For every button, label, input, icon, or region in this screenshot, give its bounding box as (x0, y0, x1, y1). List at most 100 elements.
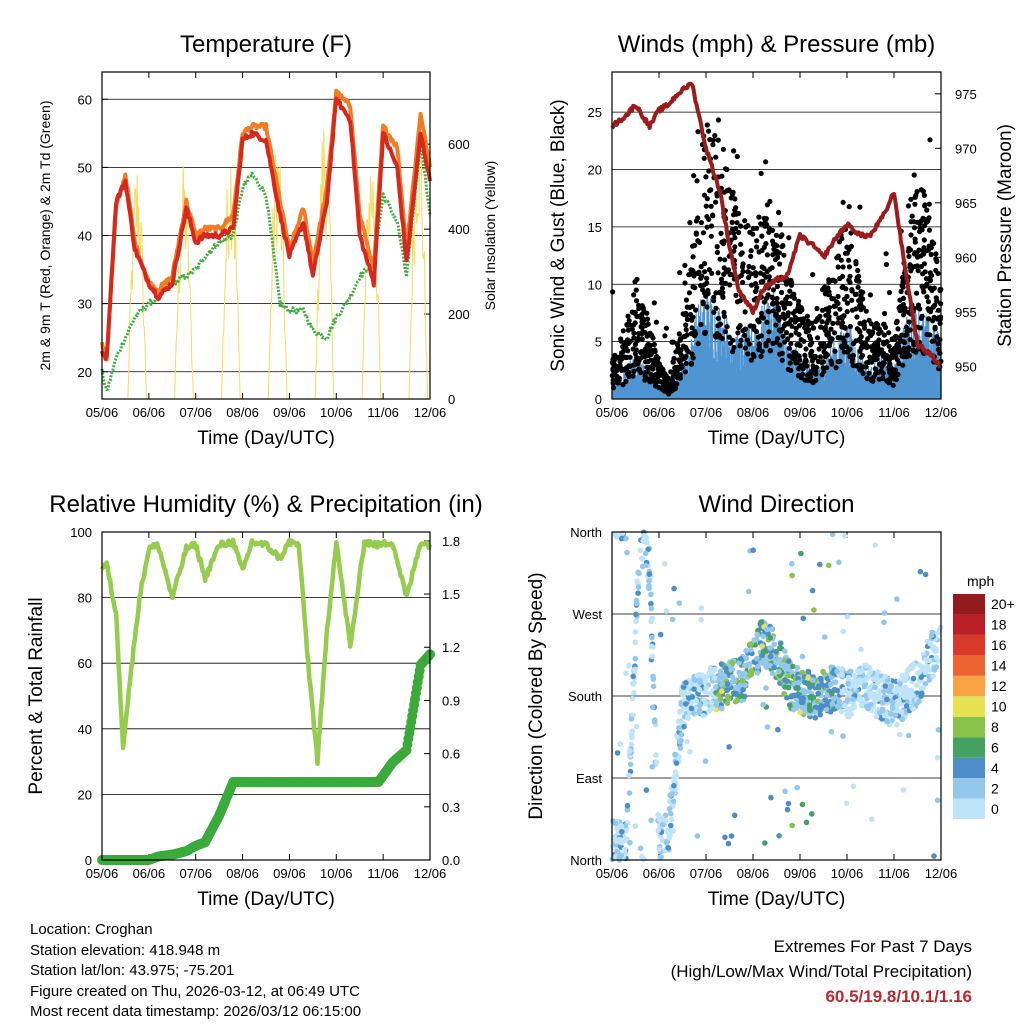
gust-point (698, 264, 704, 270)
direction-point (764, 663, 771, 669)
direction-point (789, 822, 795, 829)
gust-point (632, 279, 638, 285)
direction-point (822, 697, 828, 703)
gust-point (752, 270, 759, 276)
colorbar-swatch (953, 594, 985, 615)
direction-point (697, 702, 703, 708)
direction-point (836, 559, 842, 566)
gust-point (680, 343, 687, 349)
gust-point (886, 380, 892, 386)
gust-point (748, 248, 754, 254)
gust-point (897, 349, 903, 355)
direction-point (716, 673, 722, 680)
gust-point (631, 292, 637, 298)
gust-point (766, 274, 772, 280)
gust-point (677, 337, 683, 343)
direction-point (815, 690, 822, 697)
gust-point (926, 201, 932, 207)
gust-point (673, 381, 679, 387)
direction-point (806, 702, 813, 708)
direction-point (648, 591, 654, 598)
direction-point (614, 848, 621, 855)
gust-point (763, 343, 769, 349)
direction-point (617, 741, 623, 747)
direction-point (740, 686, 746, 693)
direction-point (648, 618, 654, 625)
gust-point (708, 203, 714, 209)
direction-point (708, 700, 714, 706)
gust-point (631, 368, 637, 374)
direction-point (767, 653, 774, 660)
direction-point (687, 749, 693, 755)
panel-1-y2tick-label: 950 (955, 359, 977, 374)
direction-point (872, 542, 879, 548)
gust-point (849, 356, 856, 362)
panel-3-xtick-label: 08/06 (737, 866, 770, 881)
gust-point (642, 353, 649, 359)
direction-point (829, 531, 836, 538)
direction-point (619, 828, 625, 835)
gust-point (803, 346, 809, 352)
direction-point (764, 724, 771, 730)
gust-point (819, 359, 825, 365)
gust-point (621, 354, 627, 360)
gust-point (758, 170, 764, 176)
gust-point (802, 352, 808, 358)
gust-point (869, 359, 875, 365)
direction-point (879, 700, 886, 706)
gust-point (809, 358, 815, 364)
direction-point (850, 696, 856, 703)
direction-point (760, 701, 766, 708)
gust-point (924, 207, 930, 213)
panel-1-ytick-label: 25 (588, 105, 602, 120)
direction-point (678, 731, 685, 738)
direction-point (767, 634, 773, 641)
info-location: Location: Croghan (30, 921, 153, 938)
direction-point (836, 698, 843, 705)
direction-point (844, 707, 850, 714)
panel-3-ytick-label: North (570, 853, 602, 868)
direction-point (844, 712, 851, 718)
direction-point (747, 641, 753, 648)
direction-point (676, 739, 683, 745)
series-wind-direction (609, 529, 944, 863)
gust-point (724, 324, 730, 330)
colorbar-swatch (953, 634, 985, 656)
gust-point (726, 334, 732, 340)
gust-point (767, 198, 773, 204)
direction-point (738, 656, 744, 662)
gust-point (844, 332, 850, 338)
direction-point (660, 822, 666, 828)
gust-point (758, 353, 764, 359)
gust-point (746, 274, 752, 281)
direction-point (797, 709, 803, 715)
direction-point (676, 725, 682, 731)
panel-2-xtick-label: 06/06 (133, 866, 166, 881)
direction-point (813, 704, 820, 711)
gust-point (846, 246, 852, 253)
gust-point (646, 346, 652, 352)
direction-point (931, 853, 937, 859)
gust-point (802, 325, 808, 331)
panel-3-xlabel: Time (Day/UTC) (708, 889, 846, 910)
gust-point (708, 187, 714, 193)
gust-point (781, 323, 787, 329)
colorbar-label: 2 (991, 780, 999, 796)
gust-point (930, 318, 936, 324)
direction-point (793, 701, 799, 707)
gust-point (774, 248, 780, 254)
gust-point (636, 305, 642, 312)
gust-point (764, 252, 771, 258)
colorbar-label: 16 (991, 637, 1007, 653)
direction-point (624, 802, 631, 809)
gust-point (774, 283, 781, 290)
gust-point (677, 375, 684, 381)
gust-point (824, 332, 830, 338)
gust-point (631, 335, 637, 341)
panel-2-y2tick-label: 1.8 (442, 534, 460, 549)
gust-point (922, 202, 928, 208)
direction-point (894, 596, 900, 602)
gust-point (788, 277, 794, 283)
gust-point (787, 288, 793, 294)
